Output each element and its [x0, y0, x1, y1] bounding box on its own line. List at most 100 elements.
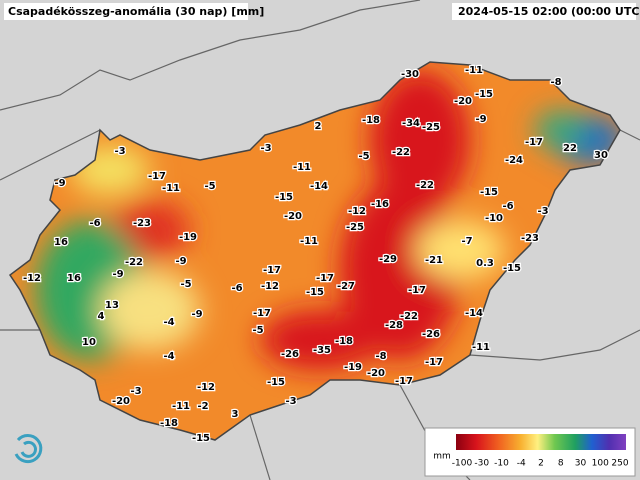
station-value: -5 [252, 325, 263, 336]
station-value: -9 [112, 269, 123, 280]
station-value: 22 [563, 143, 577, 154]
station-value: -14 [465, 308, 483, 319]
station-value: -11 [472, 342, 490, 353]
legend-tick-label: 250 [611, 459, 628, 469]
station-value: -8 [550, 77, 561, 88]
station-value: -22 [392, 147, 410, 158]
station-value: -15 [503, 263, 521, 274]
station-value: -15 [192, 433, 210, 444]
station-value: -3 [130, 386, 141, 397]
station-value: -17 [263, 265, 281, 276]
station-value: -11 [293, 162, 311, 173]
station-value: -17 [408, 285, 426, 296]
station-value: -28 [385, 320, 403, 331]
station-value: -11 [465, 65, 483, 76]
station-value: -17 [253, 308, 271, 319]
station-value: 2 [315, 121, 322, 132]
title-box [4, 3, 248, 20]
station-value: -22 [400, 311, 418, 322]
station-value: -15 [475, 89, 493, 100]
station-value: 10 [82, 337, 96, 348]
station-value: -6 [502, 201, 513, 212]
legend-tick-label: -30 [474, 459, 489, 469]
station-value: -24 [505, 155, 523, 166]
station-value: -18 [160, 418, 178, 429]
station-value: -5 [204, 181, 215, 192]
legend-tick-label: -4 [517, 459, 526, 469]
station-value: -3 [537, 206, 548, 217]
logo [14, 434, 43, 464]
station-value: -2 [197, 401, 208, 412]
station-value: -17 [148, 171, 166, 182]
station-value: -29 [379, 254, 397, 265]
station-value: -9 [54, 178, 65, 189]
station-value: -7 [461, 236, 472, 247]
legend-tick-label: 100 [592, 459, 609, 469]
station-value: -12 [197, 382, 215, 393]
station-value: -23 [521, 233, 539, 244]
station-value: -22 [125, 257, 143, 268]
station-value: -26 [281, 349, 299, 360]
timestamp: 2024-05-15 02:00 (00:00 UTC) [458, 5, 640, 18]
station-value: -3 [260, 143, 271, 154]
station-value: -17 [525, 137, 543, 148]
legend-ticks: -100 -30 -10 -4 2 8 30 100 250 [452, 459, 629, 469]
station-value: 13 [105, 300, 119, 311]
legend-unit: mm [433, 452, 451, 462]
station-value: 30 [594, 150, 608, 161]
legend-tick-label: 2 [538, 459, 544, 469]
station-value: -25 [346, 222, 364, 233]
station-value: -11 [162, 183, 180, 194]
station-value: 16 [67, 273, 81, 284]
station-value: -35 [313, 345, 331, 356]
station-value: -20 [112, 396, 130, 407]
station-value: -9 [191, 309, 202, 320]
station-value: -6 [231, 283, 242, 294]
timestamp-box [452, 3, 636, 20]
station-value: -9 [175, 256, 186, 267]
colorbar [456, 434, 626, 450]
station-value: -9 [475, 114, 486, 125]
station-value: -15 [275, 192, 293, 203]
station-value: -12 [23, 273, 41, 284]
station-value: -17 [316, 273, 334, 284]
station-value: -11 [172, 401, 190, 412]
legend-tick-label: -10 [494, 459, 509, 469]
station-value: -21 [425, 255, 443, 266]
station-value: -5 [358, 151, 369, 162]
station-value: -22 [416, 180, 434, 191]
station-value: -12 [261, 281, 279, 292]
station-value: -11 [300, 236, 318, 247]
station-value: -3 [285, 396, 296, 407]
station-value: -12 [348, 206, 366, 217]
station-value: -20 [284, 211, 302, 222]
station-value: -18 [362, 115, 380, 126]
station-value: -8 [375, 351, 386, 362]
station-value: -4 [163, 351, 174, 362]
legend-tick-label: 8 [558, 459, 564, 469]
station-value: -26 [422, 329, 440, 340]
station-value: -3 [114, 146, 125, 157]
station-value: -30 [401, 69, 419, 80]
legend-tick-label: -100 [452, 459, 473, 469]
station-value: -14 [310, 181, 328, 192]
station-value: -15 [306, 287, 324, 298]
station-value: -17 [425, 357, 443, 368]
station-value: -34 [402, 118, 420, 129]
station-value: -5 [180, 279, 191, 290]
title: Csapadékösszeg-anomália (30 nap) [mm] [8, 5, 264, 18]
station-value: -17 [395, 376, 413, 387]
station-value: 4 [98, 311, 105, 322]
station-value: -6 [89, 218, 100, 229]
station-value: 0.3 [476, 258, 494, 269]
station-value: -10 [485, 213, 503, 224]
station-value: -23 [133, 218, 151, 229]
station-value: -16 [371, 199, 389, 210]
station-value: -19 [344, 362, 362, 373]
station-value: -19 [179, 232, 197, 243]
station-value: -20 [367, 368, 385, 379]
station-value: -18 [335, 336, 353, 347]
station-value: -20 [454, 96, 472, 107]
